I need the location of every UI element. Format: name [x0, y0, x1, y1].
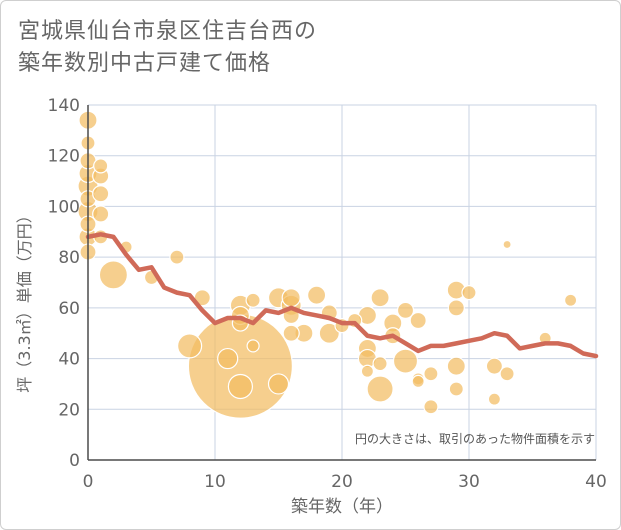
bubble-point	[92, 205, 110, 223]
bubble-point	[499, 366, 515, 382]
bubble-point	[177, 333, 203, 359]
bubble-point	[396, 301, 415, 319]
chart-title: 宮城県仙台市泉区住吉台西の 築年数別中古戸建て価格	[18, 16, 317, 80]
bubble-point	[447, 299, 465, 317]
trend-series	[85, 232, 599, 359]
bubble-point	[409, 311, 427, 330]
average-price-line	[85, 232, 599, 359]
bubble-point	[93, 158, 109, 174]
bubble-point	[411, 374, 425, 388]
bubble-point	[227, 373, 253, 400]
bubble-point	[370, 288, 390, 308]
y-tick-label: 140	[48, 96, 80, 116]
axes: 0 10 20 30 40 0 20 40 60 80 100 120 140	[48, 96, 607, 492]
y-tick-label: 60	[58, 299, 80, 319]
x-tick-label: 0	[83, 472, 94, 492]
bubble-point	[448, 381, 464, 397]
bubble-point	[423, 399, 439, 415]
bubble-point	[392, 348, 419, 374]
bubble-point	[485, 357, 503, 375]
y-tick-label: 120	[48, 147, 80, 167]
bubble-point	[281, 288, 301, 308]
y-tick-label: 80	[58, 248, 80, 268]
y-tick-label: 20	[58, 400, 80, 420]
bubble-point	[372, 356, 388, 372]
bubble-point	[92, 185, 110, 203]
bubble-point	[307, 285, 327, 305]
y-tick-label: 40	[58, 350, 80, 370]
bubble-size-note: 円の大きさは、取引のあった物件面積を示す	[355, 431, 595, 446]
bubble-point	[217, 347, 239, 370]
bubble-point	[267, 373, 290, 395]
bubble-point	[423, 366, 439, 382]
x-tick-label: 30	[458, 472, 480, 492]
y-tick-label: 0	[69, 451, 80, 471]
chart-title-line-1: 宮城県仙台市泉区住吉台西の	[18, 19, 318, 44]
x-axis-label: 築年数（年）	[291, 497, 393, 517]
bubble-point	[502, 239, 512, 250]
y-axis-label: 坪（3.3㎡）単価（万円）	[15, 207, 34, 392]
bubble-point	[487, 392, 501, 406]
axis-labels: 築年数（年） 坪（3.3㎡）単価（万円） 円の大きさは、取引のあった物件面積を示…	[15, 207, 595, 517]
bubble-point	[282, 324, 300, 342]
bubble-series	[77, 110, 578, 419]
bubble-point	[366, 375, 394, 403]
x-tick-label: 40	[585, 472, 607, 492]
bubble-point	[318, 322, 340, 344]
x-tick-label: 10	[204, 472, 226, 492]
chart-title-line-2: 築年数別中古戸建て価格	[18, 51, 272, 76]
bubble-point	[245, 292, 261, 308]
bubble-point	[246, 339, 260, 353]
bubble-point	[360, 364, 374, 378]
grid-lines	[88, 104, 597, 460]
x-tick-label: 20	[331, 472, 353, 492]
y-tick-label: 100	[48, 197, 80, 217]
bubble-point	[563, 293, 578, 307]
bubble-point	[98, 260, 129, 290]
bubble-point	[446, 356, 466, 376]
bubble-point	[169, 249, 185, 265]
bubble-point	[461, 285, 477, 301]
